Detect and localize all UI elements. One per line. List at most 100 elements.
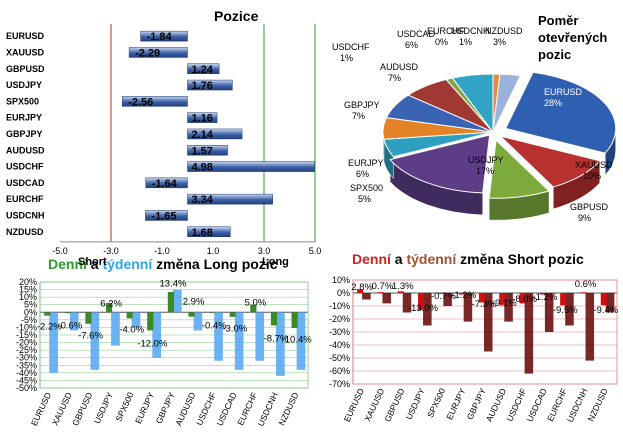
value-label: -0.4% xyxy=(202,320,227,331)
daily-bar xyxy=(64,312,71,314)
pie-slice xyxy=(504,71,617,154)
category-label: SPX500 xyxy=(425,386,447,419)
pie-label-name: USDCNH xyxy=(451,26,490,36)
value-label: 2.8% xyxy=(351,282,373,293)
pie-label: XAUUSD 10% xyxy=(575,160,613,181)
value-label: 0.6% xyxy=(575,279,597,290)
positions-chart: -5.0 -3.0 -1.0 1.0 3.0 5.0 Short Long EURUSD -1.8… xyxy=(6,24,321,268)
bar xyxy=(121,96,188,107)
bar-value-label: 4.98 xyxy=(192,162,213,174)
y-tick-label: -35% xyxy=(16,360,37,370)
weekly-bar xyxy=(483,293,493,352)
x-tick-label: 3.0 xyxy=(258,246,271,256)
category-label: EURJPY xyxy=(6,113,42,123)
category-label: GBPUSD xyxy=(6,64,45,74)
daily-bar xyxy=(438,293,445,294)
y-tick-label: 10% xyxy=(19,292,37,302)
value-label: -7.3% xyxy=(472,299,497,310)
daily-bar xyxy=(377,292,384,293)
weekly-bar xyxy=(585,293,595,361)
long-change-title: Denní a týdenní změna Long pozic xyxy=(48,256,277,272)
weekly-bar xyxy=(565,293,574,326)
y-tick-label: -20% xyxy=(329,314,350,324)
value-label: -4.0% xyxy=(119,324,144,335)
category-label: EURUSD xyxy=(6,31,45,41)
value-label: 0.7% xyxy=(372,281,394,292)
pie-label: EURJPY 6% xyxy=(348,158,384,179)
pie-label-name: GBPUSD xyxy=(570,202,609,212)
value-label: -13.0% xyxy=(408,303,439,314)
daily-bar xyxy=(126,312,133,319)
long-title-rest: změna Long pozic xyxy=(152,256,278,272)
daily-bar xyxy=(397,291,404,293)
weekly-bar xyxy=(234,312,244,370)
value-label: -3.0% xyxy=(222,323,247,334)
x-tick-label: 5.0 xyxy=(309,246,322,256)
pie-label: SPX500 5% xyxy=(350,183,383,204)
bar xyxy=(187,63,220,74)
weekly-bar xyxy=(296,312,306,370)
bar xyxy=(128,47,188,58)
pie-label-value: 9% xyxy=(578,213,591,223)
bar-value-label: 1.24 xyxy=(192,64,214,76)
category-label: USDCAD xyxy=(6,178,45,188)
daily-bar xyxy=(417,293,425,310)
y-tick-label: -45% xyxy=(16,375,37,385)
short-label: Short xyxy=(78,256,107,268)
weekly-bar xyxy=(524,293,534,374)
bar-value-label: 1.16 xyxy=(192,113,213,125)
daily-bar xyxy=(539,293,546,295)
pie-label-value: 17% xyxy=(476,166,494,176)
pie-label-value: 3% xyxy=(493,37,506,47)
y-tick-label: -70% xyxy=(329,379,350,389)
pie-label-name: EURJPY xyxy=(348,158,384,168)
weekly-bar xyxy=(90,312,100,370)
short-change-chart: 10%0%-10%-20%-30%-40%-50%-60%-70%2.8%EUR… xyxy=(329,275,619,424)
long-change-chart: 20%15%10%5%0%-5%-10%-15%-20%-25%-30%-35%… xyxy=(16,277,313,428)
value-label: -1.2% xyxy=(532,292,557,303)
weekly-bar xyxy=(172,289,182,313)
weekly-bar xyxy=(111,312,120,346)
pie-label-value: 6% xyxy=(356,169,369,179)
pie-label-value: 5% xyxy=(358,194,371,204)
pie-label: USDJPY 17% xyxy=(468,155,504,176)
pie-label: NZDUSD 3% xyxy=(485,26,523,47)
bar-value-label: 1.68 xyxy=(192,227,213,239)
weekly-bar xyxy=(382,293,391,304)
category-label: GBPUSD xyxy=(382,387,406,424)
pie-label-name: EURUSD xyxy=(544,87,583,97)
bar-value-label: -1.64 xyxy=(152,178,178,190)
weekly-bar xyxy=(193,312,203,331)
category-label: EURCHF xyxy=(6,194,44,204)
pie-label-value: 1% xyxy=(340,53,353,63)
pie-label-value: 7% xyxy=(388,73,401,83)
weekly-bar xyxy=(69,312,79,331)
pie-label: USDCAD 6% xyxy=(397,29,436,50)
bar-value-label: 2.14 xyxy=(192,129,214,141)
category-label: GBPJPY xyxy=(6,129,43,139)
pie-label: GBPJPY 7% xyxy=(344,100,380,121)
value-label: -8.7% xyxy=(264,333,289,344)
daily-bar xyxy=(147,312,154,331)
bar xyxy=(187,128,243,140)
pie-label-name: USDJPY xyxy=(468,155,504,165)
y-tick-label: -60% xyxy=(329,366,350,376)
daily-bar xyxy=(188,312,195,317)
bar xyxy=(187,161,315,172)
y-tick-label: 15% xyxy=(19,285,37,295)
daily-bar xyxy=(167,291,174,313)
y-tick-label: 5% xyxy=(24,300,37,310)
category-label: GBPUSD xyxy=(70,391,94,428)
pie-slice xyxy=(488,139,551,199)
x-tick-label: -5.0 xyxy=(52,246,68,256)
y-tick-label: -30% xyxy=(329,327,350,337)
daily-bar xyxy=(270,312,278,326)
category-label: GBPJPY xyxy=(154,390,177,425)
long-title-daily: Denní xyxy=(48,256,87,272)
pie-label-name: AUDUSD xyxy=(380,62,419,72)
value-label: 6.2% xyxy=(100,298,122,309)
pie-label: AUDUSD 7% xyxy=(380,62,419,83)
value-label: -10.4% xyxy=(282,334,313,345)
weekly-bar xyxy=(544,293,554,332)
value-label: 2.9% xyxy=(183,296,205,307)
